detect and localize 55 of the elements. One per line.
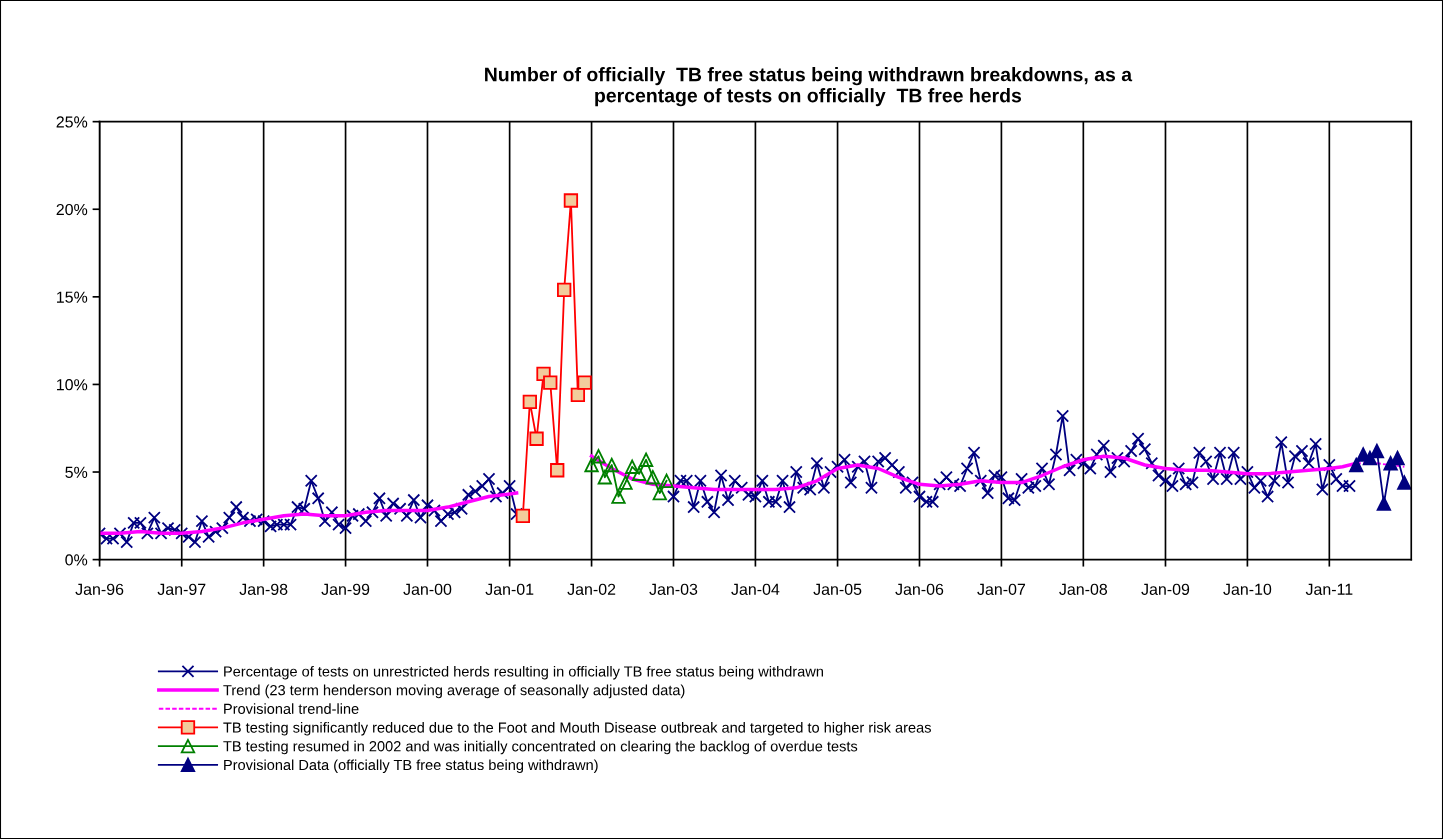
point (645, 470, 660, 485)
point (652, 485, 667, 501)
legend-label: TB testing resumed in 2002 and was initially concentrated on clearing the backlog of overdue tests (223, 740, 858, 755)
point (584, 457, 599, 473)
point (659, 473, 674, 488)
x-tick-label: Jan-03 (649, 583, 698, 595)
x-tick-label: Jan-01 (485, 583, 534, 595)
x-tick-label: Jan-09 (1141, 583, 1190, 595)
point (604, 457, 619, 473)
point (1397, 475, 1412, 490)
legend-label: Provisional trend-line (224, 703, 359, 715)
point (570, 387, 586, 403)
point (557, 282, 572, 297)
x-tick-label: Jan-05 (813, 583, 862, 595)
x-tick-label: Jan-98 (239, 583, 288, 595)
point (563, 193, 579, 208)
x-tick-label: Jan-00 (403, 583, 452, 595)
y-tick-label: 0% (65, 554, 88, 566)
x-tick-label: Jan-02 (567, 583, 616, 595)
point (618, 475, 633, 490)
point (1369, 443, 1385, 459)
point (1390, 450, 1405, 466)
point (1349, 457, 1364, 473)
legend-label: Percentage of tests on unrestricted herds resulting in officially TB free status being withdrawn (224, 665, 823, 680)
point (550, 463, 565, 478)
x-tick-label: Jan-04 (731, 583, 780, 595)
point (591, 449, 606, 464)
x-tick-label: Jan-08 (1059, 583, 1108, 595)
y-tick-label: 25% (56, 116, 88, 128)
point (515, 508, 531, 523)
point (631, 466, 647, 481)
y-tick-label: 20% (56, 203, 88, 216)
point (597, 470, 612, 485)
point (529, 431, 544, 446)
point (625, 459, 640, 474)
point (577, 375, 592, 390)
point (611, 489, 626, 504)
point (522, 394, 537, 410)
chart-title: Number of officially TB free status being withdrawn breakdowns, as a percentage of tests on officially TB free herds (485, 67, 1133, 107)
x-tick-label: Jan-11 (1305, 583, 1353, 595)
legend-label: TB testing significantly reduced due to the Foot and Mouth Disease outbreak and targeted to higher risk areas (223, 722, 931, 736)
point (543, 375, 558, 390)
y-tick-label: 10% (57, 379, 88, 391)
x-tick-label: Jan-10 (1223, 583, 1272, 595)
y-tick-label: 15% (57, 291, 88, 303)
x-tick-label: Jan-06 (895, 583, 944, 595)
x-tick-label: Jan-07 (977, 583, 1026, 595)
x-tick-label: Jan-96 (75, 583, 124, 595)
legend-label: Trend (23 term henderson moving average of seasonally adjusted data) (223, 684, 685, 699)
x-tick-label: Jan-99 (321, 583, 370, 595)
legend-label: Provisional Data (officially TB free status being withdrawn) (224, 759, 598, 773)
x-tick-label: Jan-97 (157, 583, 206, 595)
point (638, 452, 654, 467)
point (1376, 496, 1392, 511)
y-tick-label: 5% (65, 466, 88, 478)
